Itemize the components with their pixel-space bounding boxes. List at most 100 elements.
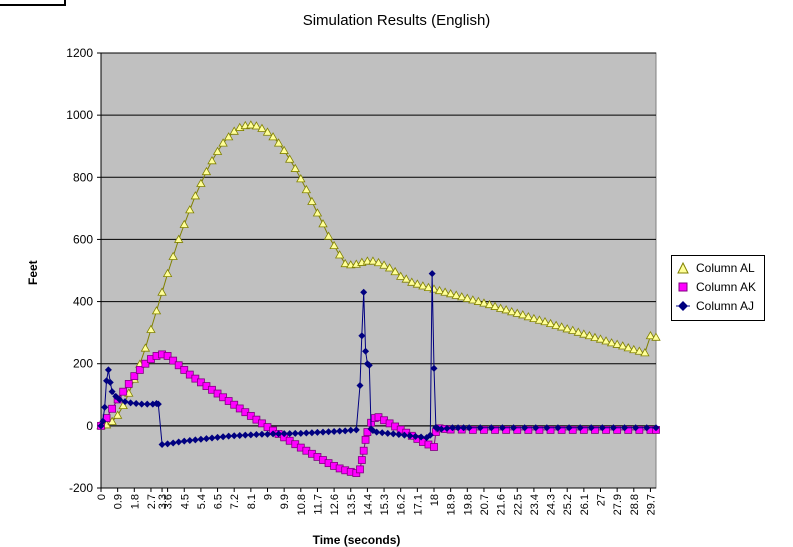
data-point <box>301 184 312 194</box>
data-point <box>119 387 128 396</box>
data-point <box>130 372 139 381</box>
data-point <box>384 263 395 272</box>
data-point <box>584 330 595 340</box>
x-tick-label: 21.6 <box>496 494 508 515</box>
x-tick-label: 14.4 <box>362 494 374 515</box>
x-tick-label: 8.1 <box>246 494 258 509</box>
data-point <box>154 400 162 408</box>
data-point <box>428 270 436 278</box>
data-point <box>352 426 360 434</box>
data-point <box>634 346 645 355</box>
data-point <box>143 400 151 408</box>
data-point <box>251 121 262 130</box>
data-point <box>532 424 540 432</box>
data-point <box>462 293 472 302</box>
data-point <box>529 313 539 323</box>
data-point <box>454 424 462 432</box>
data-point <box>554 424 562 432</box>
x-tick-label: 20.7 <box>479 494 491 515</box>
data-point <box>280 430 288 438</box>
data-point <box>356 381 364 389</box>
data-point <box>358 332 366 340</box>
data-point <box>449 424 456 432</box>
data-point <box>579 329 589 338</box>
data-point <box>225 432 233 440</box>
data-point <box>629 344 639 354</box>
data-point <box>323 231 334 240</box>
data-point <box>307 196 317 205</box>
data-point <box>545 318 556 328</box>
data-point <box>384 429 392 437</box>
data-point <box>451 290 461 299</box>
data-point <box>359 446 368 455</box>
legend-label: Column AJ <box>696 299 755 313</box>
data-point <box>175 438 183 446</box>
data-point <box>341 427 349 435</box>
data-point <box>632 424 640 432</box>
data-point <box>395 431 403 439</box>
data-point <box>445 288 456 298</box>
x-tick-label: 10.8 <box>296 494 308 515</box>
data-point <box>417 433 425 441</box>
data-point <box>412 279 423 288</box>
data-point <box>273 138 284 147</box>
diamond-marker-icon <box>676 299 690 313</box>
data-point <box>640 348 650 357</box>
data-point <box>373 257 384 267</box>
data-point <box>319 428 327 436</box>
data-point <box>132 399 140 407</box>
x-tick-label: 17.1 <box>412 494 424 515</box>
data-point <box>540 316 550 326</box>
data-point <box>196 178 206 187</box>
data-point <box>241 431 249 439</box>
data-point <box>162 268 173 278</box>
legend[interactable]: Column AL Column AK Column AJ <box>671 255 765 321</box>
data-point <box>562 324 572 333</box>
data-point <box>230 432 238 440</box>
x-tick-label: 15.3 <box>379 494 391 515</box>
data-point <box>291 429 299 437</box>
data-point <box>334 250 345 259</box>
y-tick-label: 800 <box>73 170 93 184</box>
data-point <box>246 120 256 129</box>
data-point <box>645 330 656 340</box>
data-point <box>141 359 150 368</box>
data-point <box>313 428 321 436</box>
data-point <box>512 308 522 317</box>
data-point <box>146 324 156 333</box>
data-point <box>501 305 511 314</box>
x-tick-label: 2.7 <box>146 494 158 509</box>
data-point <box>169 439 177 447</box>
data-point <box>356 465 364 474</box>
data-point <box>186 436 194 444</box>
data-point <box>507 307 517 316</box>
y-tick-label: 200 <box>73 357 93 371</box>
data-point <box>158 441 166 448</box>
data-point <box>168 251 178 260</box>
data-point <box>396 271 406 280</box>
data-point <box>252 431 260 439</box>
data-point <box>296 174 306 183</box>
data-point <box>336 427 344 435</box>
x-tick-label: 5.4 <box>196 494 208 509</box>
data-point <box>191 436 199 444</box>
x-tick-label: 0.9 <box>113 494 125 509</box>
data-point <box>169 356 178 365</box>
data-point <box>418 281 428 290</box>
data-point <box>106 378 114 386</box>
data-point <box>247 431 255 439</box>
data-point <box>430 443 438 451</box>
data-point <box>118 400 128 410</box>
square-marker-icon <box>676 280 690 294</box>
data-point <box>357 456 366 464</box>
data-point <box>373 428 381 436</box>
data-point <box>318 219 328 228</box>
data-point <box>214 433 222 441</box>
data-point <box>510 424 518 432</box>
data-point <box>140 343 151 352</box>
data-point <box>362 347 370 355</box>
data-point <box>164 440 172 448</box>
data-point <box>460 424 468 432</box>
data-point <box>121 398 129 406</box>
